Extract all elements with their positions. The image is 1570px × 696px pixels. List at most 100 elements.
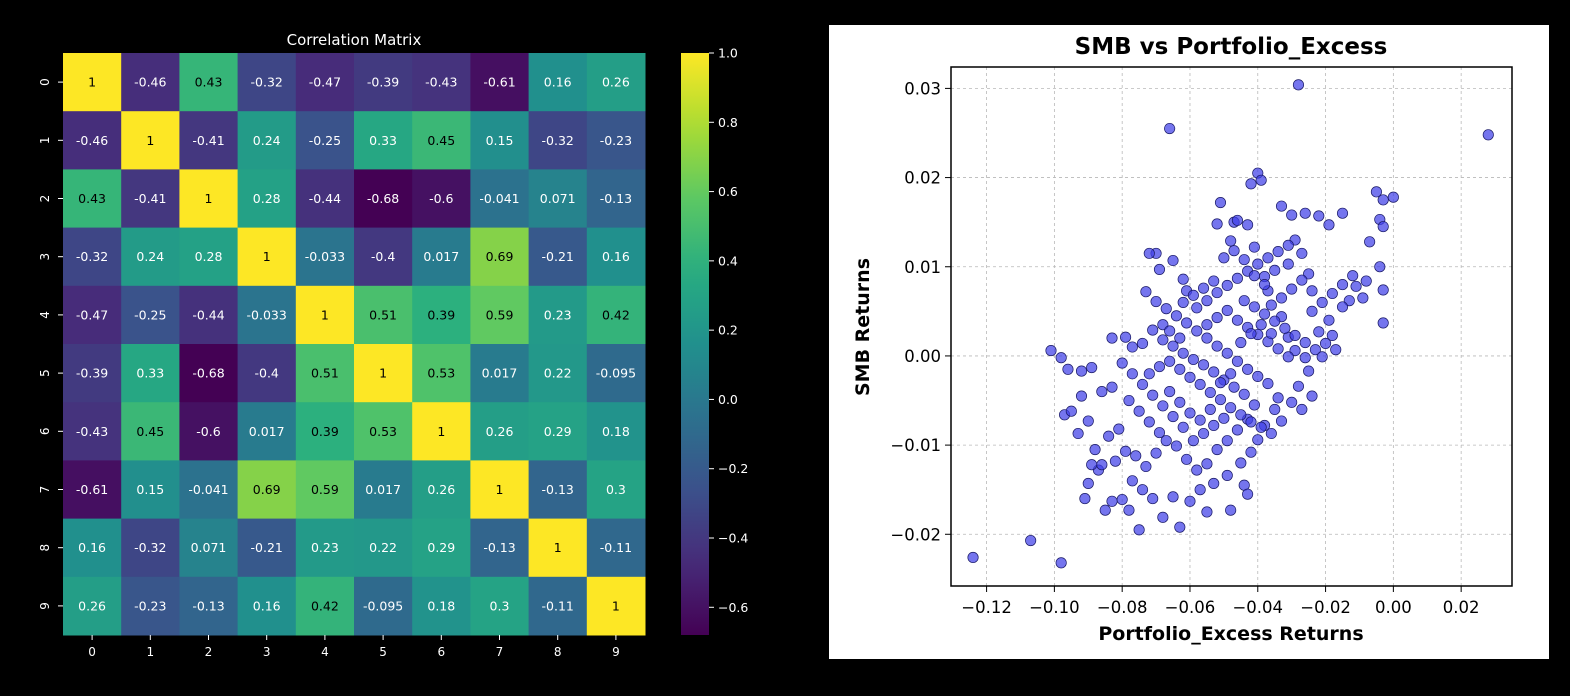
heatmap-cell [237,518,297,578]
heatmap-cell-label: 0.28 [195,249,223,264]
scatter-point [1201,458,1213,470]
heatmap-cell-label: -0.6 [429,191,453,206]
y-tick-label: 3 [38,253,52,261]
scatter-point [1255,421,1267,433]
heatmap-cells: 1 -0.46 0.43 -0.32 -0.47 -0.39 -0.43 -0.61 0.16 0… [63,53,646,636]
correlation-heatmap: Correlation Matrix 1 -0.46 0.43 -0.32 -0.47-… [38,31,748,659]
scatter-point [1136,484,1149,496]
scatter-point [1153,427,1166,439]
heatmap-cell-label: -0.6 [196,424,220,439]
scatter-point [1387,191,1399,203]
heatmap-cell [528,576,588,636]
heatmap-cell-label: 0.18 [427,598,455,613]
scatter-point [1482,129,1494,141]
heatmap-cell-label: 0.59 [486,307,514,322]
colorbar-gradient [681,53,709,635]
heatmap-cell-label: 1 [554,540,562,555]
heatmap-cell [63,111,122,170]
scatter-point [1140,286,1152,298]
scatter-point [1296,403,1308,415]
scatter-point [1153,263,1166,275]
scatter-point [1079,493,1091,505]
scatter-point [1286,396,1298,408]
heatmap-cell-label: 1 [263,249,271,264]
scatter-point [1272,392,1284,404]
scatter-point [1143,368,1155,380]
heatmap-cell [354,460,413,520]
scatter-point [1167,491,1179,503]
x-tick-label: −0.12 [961,598,1012,617]
heatmap-cell-label: 0.22 [369,540,397,555]
scatter-point [1289,329,1301,341]
scatter-point [1309,344,1321,356]
heatmap-cell-label: -0.46 [134,75,166,90]
scatter-point [1269,264,1281,276]
scatter-point [1140,460,1152,473]
scatter-point [1306,390,1318,402]
scatter-point [1147,324,1159,336]
scatter-point [1150,295,1162,308]
scatter-point [1221,279,1233,292]
heatmap-cell [237,227,297,287]
heatmap-cell [354,111,413,170]
scatter-point [1299,352,1311,364]
x-tick-label: 2 [205,645,213,659]
scatter-point [1357,292,1369,304]
colorbar-tick-label: 1.0 [718,46,738,61]
heatmap-cell-label: 1 [437,424,445,439]
heatmap-cell [586,344,646,403]
heatmap-cell-label: 0.071 [540,191,576,206]
heatmap-cell-label: 0.33 [136,366,164,381]
scatter-point [1286,209,1298,221]
scatter-point [1157,400,1169,412]
scatter-point [1275,200,1288,212]
scatter-point [1235,409,1247,421]
heatmap-cell [121,53,180,112]
y-tick-label: 6 [38,427,52,435]
heatmap-cell-label: -0.61 [483,75,515,90]
heatmap-cell [528,460,588,520]
scatter-point [1147,493,1159,505]
heatmap-cell [295,518,355,578]
scatter-point [1133,524,1145,536]
x-axis-label: Portfolio_Excess Returns [1098,623,1363,645]
heatmap-cell [121,460,180,520]
scatter-point [1211,218,1223,230]
scatter-point [1225,402,1237,414]
scatter-point [1374,261,1386,273]
heatmap-cell [63,576,122,636]
heatmap-cell-label: -0.23 [134,598,166,613]
y-tick-label: −0.02 [890,525,941,544]
heatmap-cell-label: -0.68 [192,366,224,381]
scatter-point [1336,279,1349,291]
scatter-point [1208,275,1220,287]
heatmap-title: Correlation Matrix [287,31,422,49]
scatter-point [1275,415,1288,427]
colorbar-tick-label: 0.4 [718,253,738,268]
heatmap-cell [121,344,180,403]
heatmap-cell-label: 0.3 [606,482,626,497]
heatmap-cell-label: 0.26 [602,75,630,90]
heatmap-cell-label: -0.13 [600,191,632,206]
heatmap-cell [412,402,471,461]
heatmap-cell-label: -0.4 [371,249,395,264]
scatter-x-ticks: −0.12 −0.10 −0.08 −0.06 −0.04 −0.02 0.00 0.02 [961,586,1480,617]
heatmap-cell [295,460,355,520]
scatter-point [1191,464,1203,476]
scatter-point [1211,287,1223,299]
scatter-point [1106,495,1118,507]
heatmap-cell-label: 0.26 [486,424,514,439]
heatmap-cell [470,169,530,229]
scatter-point [1194,484,1206,496]
heatmap-cell-label: -0.033 [247,307,287,322]
heatmap-cell [121,518,180,578]
scatter-point [1214,394,1227,406]
scatter-point [1120,445,1132,457]
scatter-point [1177,273,1189,285]
scatter-point [1211,340,1223,352]
scatter-point [1160,435,1172,447]
heatmap-cell-label: -0.25 [134,307,166,322]
heatmap-cell-label: 0.42 [311,598,339,613]
heatmap-cell-label: -0.44 [309,191,341,206]
heatmap-cell [179,285,239,345]
